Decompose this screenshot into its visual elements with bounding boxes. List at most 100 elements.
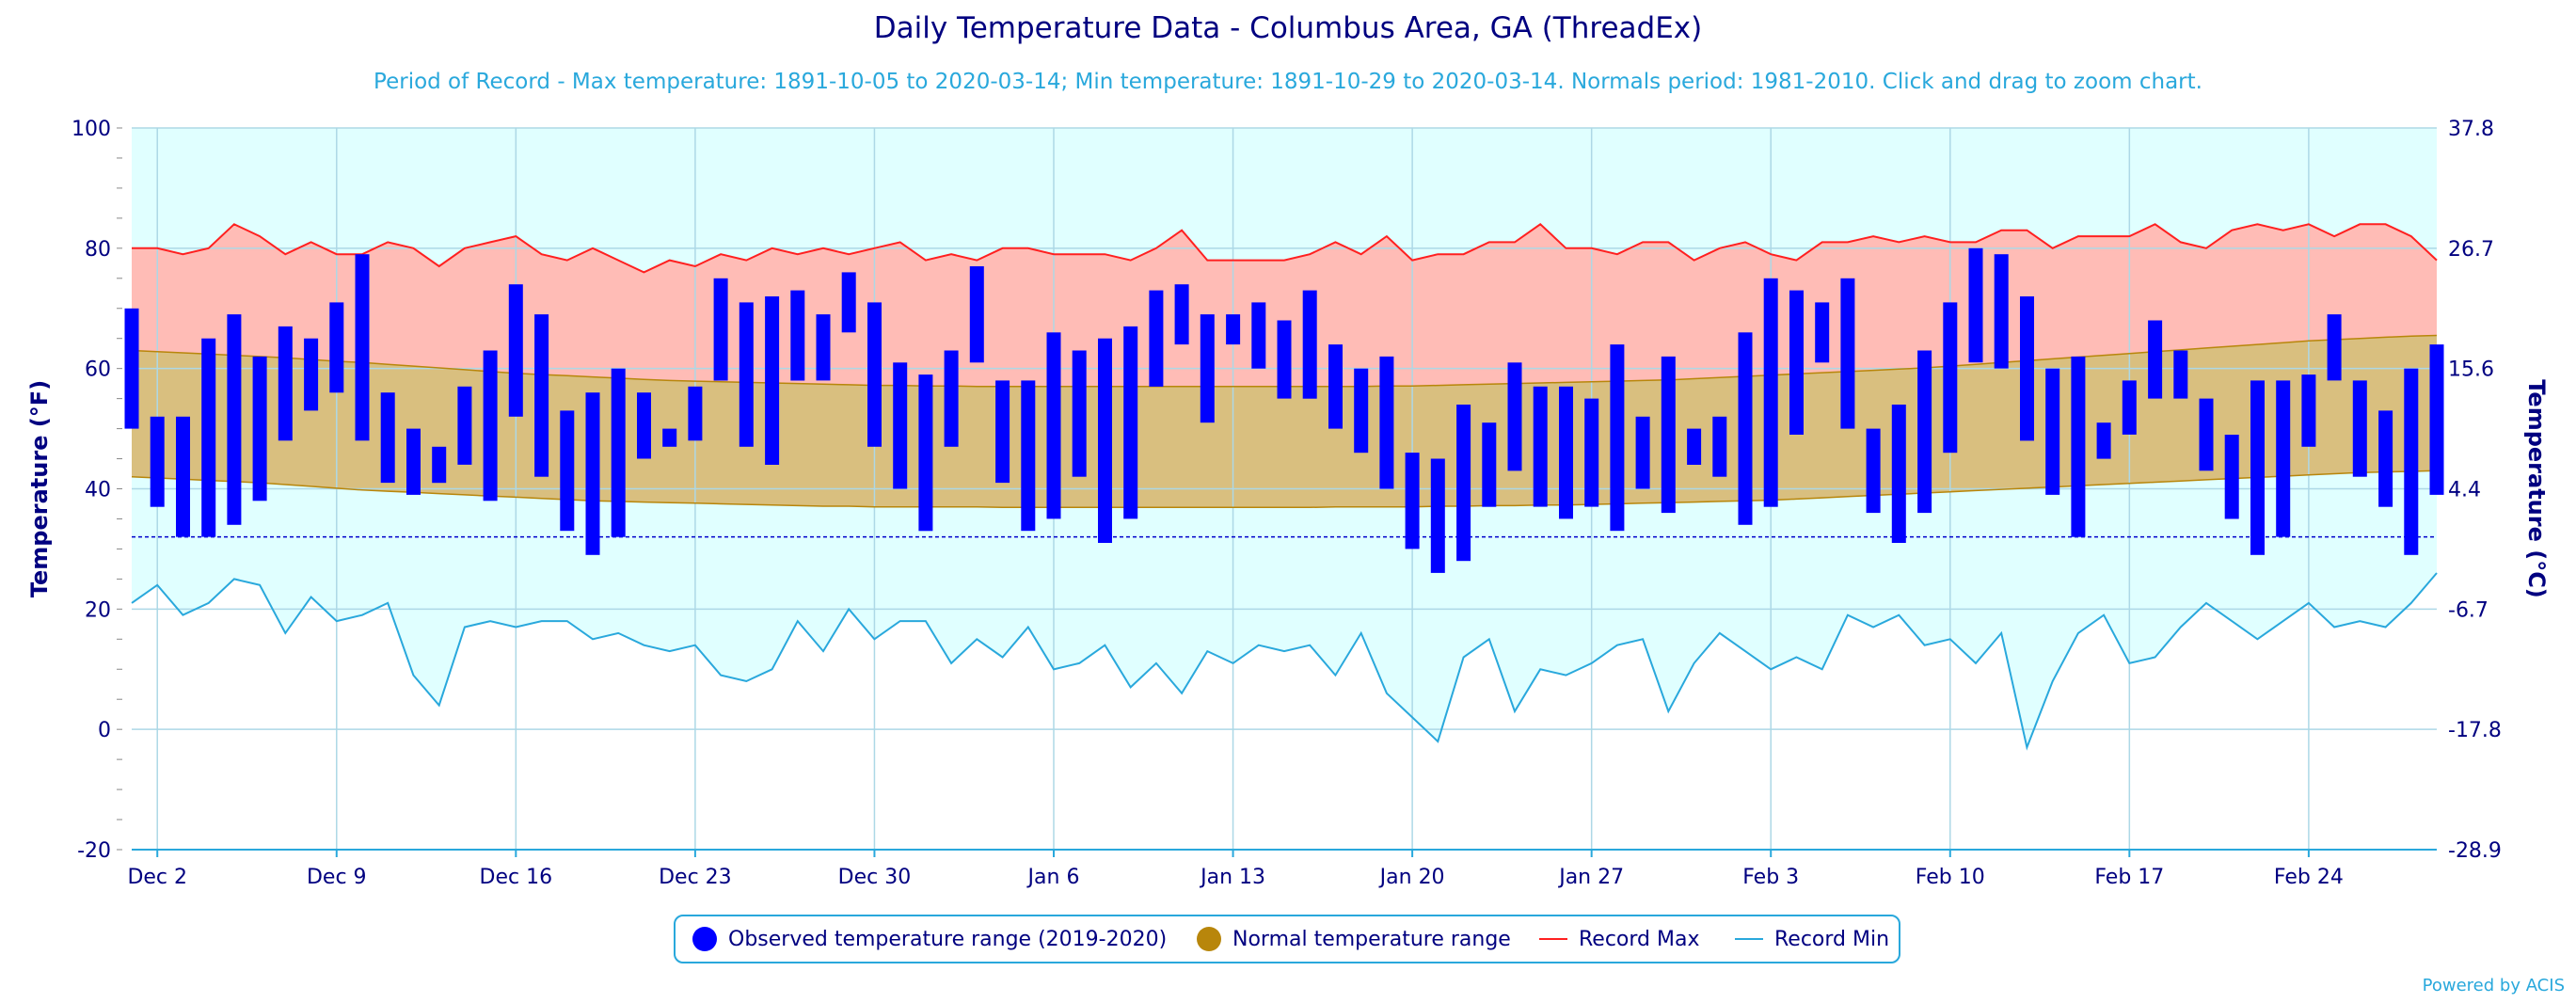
legend-item-normal[interactable]: Normal temperature range — [1197, 916, 1511, 962]
x-tick-label: Feb 10 — [1916, 866, 1985, 889]
legend-normal-label: Normal temperature range — [1232, 927, 1511, 951]
y-tick-label-right: -28.9 — [2448, 839, 2502, 863]
observed-bar — [816, 314, 831, 381]
observed-bar — [1840, 278, 1855, 429]
observed-bar — [227, 314, 242, 525]
observed-bar — [1533, 386, 1548, 507]
chart-subtitle: Period of Record - Max temperature: 1891… — [374, 70, 2202, 94]
observed-bar — [508, 284, 523, 417]
observed-bar — [1891, 405, 1906, 543]
observed-bar — [1738, 332, 1753, 525]
y-tick-label-left: 40 — [85, 479, 111, 502]
legend-item-observed[interactable]: Observed temperature range (2019-2020) — [692, 916, 1167, 962]
observed-bar — [2148, 320, 2163, 399]
observed-bar — [2301, 374, 2316, 447]
observed-bar — [2276, 380, 2291, 537]
observed-bar — [2429, 344, 2444, 495]
x-tick-label: Dec 30 — [838, 866, 912, 889]
observed-bar — [304, 338, 319, 411]
y-tick-label-left: 100 — [72, 118, 111, 141]
observed-bar — [2327, 314, 2342, 381]
record-min-line — [131, 572, 2438, 751]
observed-bar — [1405, 453, 1420, 549]
observed-bar — [739, 302, 754, 447]
observed-bar — [201, 338, 216, 537]
observed-bar — [1559, 386, 1573, 519]
observed-bar — [1046, 332, 1061, 519]
observed-bar — [2173, 350, 2188, 399]
observed-bar — [278, 326, 293, 441]
x-tick-label: Jan 20 — [1378, 866, 1445, 889]
y-tick-label-right: 26.7 — [2448, 238, 2494, 262]
powered-by-link[interactable]: Powered by ACIS — [2422, 976, 2565, 995]
observed-bar — [1687, 428, 1702, 465]
x-tick-label: Dec 16 — [480, 866, 553, 889]
observed-bar — [1021, 380, 1036, 532]
legend-item-record-max[interactable]: Record Max — [1539, 916, 1700, 962]
observed-bar — [406, 428, 421, 495]
observed-bar — [1943, 302, 1958, 454]
observed-bar — [1866, 428, 1881, 514]
y-tick-label-left: 60 — [85, 358, 111, 382]
legend-record-max-label: Record Max — [1579, 927, 1700, 951]
x-tick-label: Dec 9 — [307, 866, 367, 889]
observed-bar — [867, 302, 882, 447]
x-tick-label: Dec 2 — [127, 866, 187, 889]
observed-bar — [688, 386, 703, 441]
y-tick-label-left: -20 — [77, 839, 111, 863]
legend-record-max-marker — [1539, 938, 1567, 940]
observed-bar — [150, 416, 165, 507]
observed-bar — [585, 392, 600, 555]
y-tick-label-right: 37.8 — [2448, 118, 2494, 141]
observed-bar — [1584, 398, 1599, 507]
observed-bar — [1277, 320, 1292, 399]
legend-observed-label: Observed temperature range (2019-2020) — [728, 927, 1168, 951]
observed-bar — [1994, 254, 2009, 369]
observed-bar — [1815, 302, 1830, 363]
legend-normal-marker — [1197, 927, 1221, 951]
observed-bar — [1379, 356, 1394, 489]
x-tick-label: Dec 23 — [659, 866, 732, 889]
legend-record-min-label: Record Min — [1774, 927, 1890, 951]
observed-bar — [662, 428, 677, 447]
y-tick-label-left: 20 — [85, 598, 111, 622]
observed-bar — [483, 350, 498, 502]
observed-bar — [124, 308, 139, 429]
x-tick-label: Feb 17 — [2094, 866, 2164, 889]
observed-bar — [1712, 416, 1727, 477]
observed-bar — [1917, 350, 1932, 514]
observed-bar — [1098, 338, 1112, 543]
observed-bar — [944, 350, 959, 447]
observed-bar — [2045, 368, 2060, 495]
y-tick-label-right: -17.8 — [2448, 719, 2502, 742]
observed-bar — [1200, 314, 1215, 423]
y-tick-label-right: -6.7 — [2448, 598, 2489, 622]
observed-bar — [1661, 356, 1676, 514]
observed-bar — [176, 416, 190, 537]
legend-item-record-min[interactable]: Record Min — [1735, 916, 1889, 962]
observed-bar — [432, 446, 447, 484]
observed-bar — [893, 362, 908, 489]
observed-bar — [1123, 326, 1138, 519]
observed-bar — [637, 392, 651, 459]
y-tick-label-left: 80 — [85, 238, 111, 262]
x-tick-label: Jan 27 — [1557, 866, 1624, 889]
observed-bar — [765, 296, 780, 465]
legend-observed-marker — [692, 927, 717, 951]
normal-range-area — [132, 335, 2437, 508]
observed-bar — [1072, 350, 1087, 477]
observed-bar — [1763, 278, 1778, 507]
legend-record-min-marker — [1735, 938, 1763, 940]
observed-bar — [1789, 290, 1804, 435]
y-axis-title-left: Temperature (°F) — [26, 380, 53, 597]
observed-bar — [1354, 368, 1369, 454]
observed-bar — [918, 374, 933, 532]
x-tick-label: Jan 13 — [1199, 866, 1265, 889]
observed-bar — [1635, 416, 1650, 489]
observed-bar — [1968, 247, 1983, 363]
observed-bar — [2352, 380, 2367, 477]
observed-bar — [380, 392, 395, 484]
y-tick-label-right: 15.6 — [2448, 358, 2494, 382]
observed-bar — [713, 278, 728, 381]
